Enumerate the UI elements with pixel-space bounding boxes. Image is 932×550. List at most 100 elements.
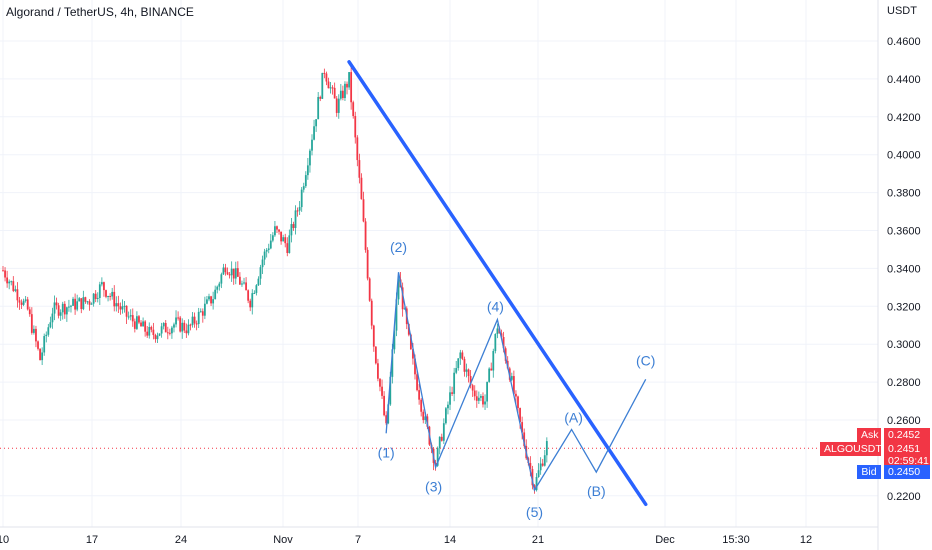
last-price-badge: 0.2451 02:59:41 [884,442,930,467]
candle-body [267,248,270,250]
candle-body [323,72,326,74]
candle-body [208,296,210,300]
candle-body [214,289,217,300]
candle-body [269,240,272,249]
candle-body [306,165,309,176]
candle-body [133,321,136,329]
price-tick-label: 0.3000 [887,339,921,351]
ask-value: 0.2452 [884,428,930,442]
candle-body [206,299,208,304]
candle-body [416,374,418,391]
candle-body [442,423,445,441]
price-tick-label: 0.3400 [887,263,921,275]
candle-body [500,333,503,337]
candle-body [364,221,367,250]
candle-body [370,300,373,326]
trendline[interactable] [347,60,648,507]
candle-body [107,296,109,298]
candle-body [203,303,206,316]
candle-body [210,296,212,304]
candle-body [465,369,468,372]
candle-body [232,268,235,279]
candle-body [55,302,58,306]
candle-body [193,316,196,324]
candle-body [496,328,499,335]
candle-body [488,368,491,382]
candle-body [292,224,295,228]
candle-body [20,302,23,305]
candle-body [183,322,186,331]
candle-body [480,396,482,398]
candle-body [6,277,9,284]
candle-body [109,296,112,298]
wave-label: (4) [487,299,504,315]
candle-body [286,243,289,253]
candle-body [424,416,427,421]
candle-body [181,322,184,332]
price-tick-label: 0.3600 [887,226,921,238]
candle-body [160,326,163,334]
time-tick-label: 14 [444,534,456,546]
candle-body [389,376,392,405]
candle-body [482,396,484,405]
price-tick-label: 0.3200 [887,301,921,313]
candle-body [492,350,495,371]
candle-body [92,293,95,304]
chart-title: Algorand / TetherUS, 4h, BINANCE [6,5,194,19]
candle-body [329,87,332,89]
candle-body [158,333,161,336]
candle-body [339,90,342,99]
candle-body [76,301,79,310]
candle-body [512,376,515,394]
candle-body [475,396,478,401]
elliott-wave-path[interactable] [385,272,647,492]
candle-body [261,259,264,268]
candle-body [313,126,315,140]
wave-label: (1) [378,444,395,460]
candle-body [22,300,25,305]
candle-body [412,349,414,359]
candle-body [57,305,60,316]
candle-body [335,98,338,113]
candle-body [220,274,223,284]
candle-body [461,352,464,359]
time-axis: 10 17 24 Nov 7 14 21 Dec 15:30 12 [0,534,812,546]
candle-body [333,87,336,99]
candle-body [146,331,149,336]
candle-body [418,390,421,400]
time-tick-label: Dec [655,534,675,546]
candle-body [39,348,41,361]
candle-body [253,292,256,294]
candle-body [352,102,355,117]
candle-body [298,207,301,211]
wave-label: (C) [636,352,655,368]
candle-body [47,327,50,335]
candle-body [230,268,233,276]
candle-body [195,323,198,325]
candle-body [543,455,546,466]
candle-body [360,177,363,200]
candle-body [517,396,519,409]
candle-body [455,368,458,373]
candle-body [43,336,46,353]
candle-body [348,72,350,88]
candle-body [119,306,122,310]
candle-body [49,322,52,328]
candle-body [449,392,451,405]
last-price-value: 0.2451 [888,443,921,455]
candle-body [377,363,379,379]
candle-body [100,282,103,285]
candle-body [537,470,540,478]
candle-body [68,306,70,308]
candle-body [245,282,247,291]
candle-body [175,317,177,325]
candle-body [494,334,497,351]
candle-body [278,229,280,232]
candle-body [28,309,31,315]
candle-body [228,274,231,276]
wave-label: (5) [526,504,543,520]
price-tick-label: 0.4600 [887,36,921,48]
candle-body [510,376,513,380]
candle-body [59,312,62,316]
